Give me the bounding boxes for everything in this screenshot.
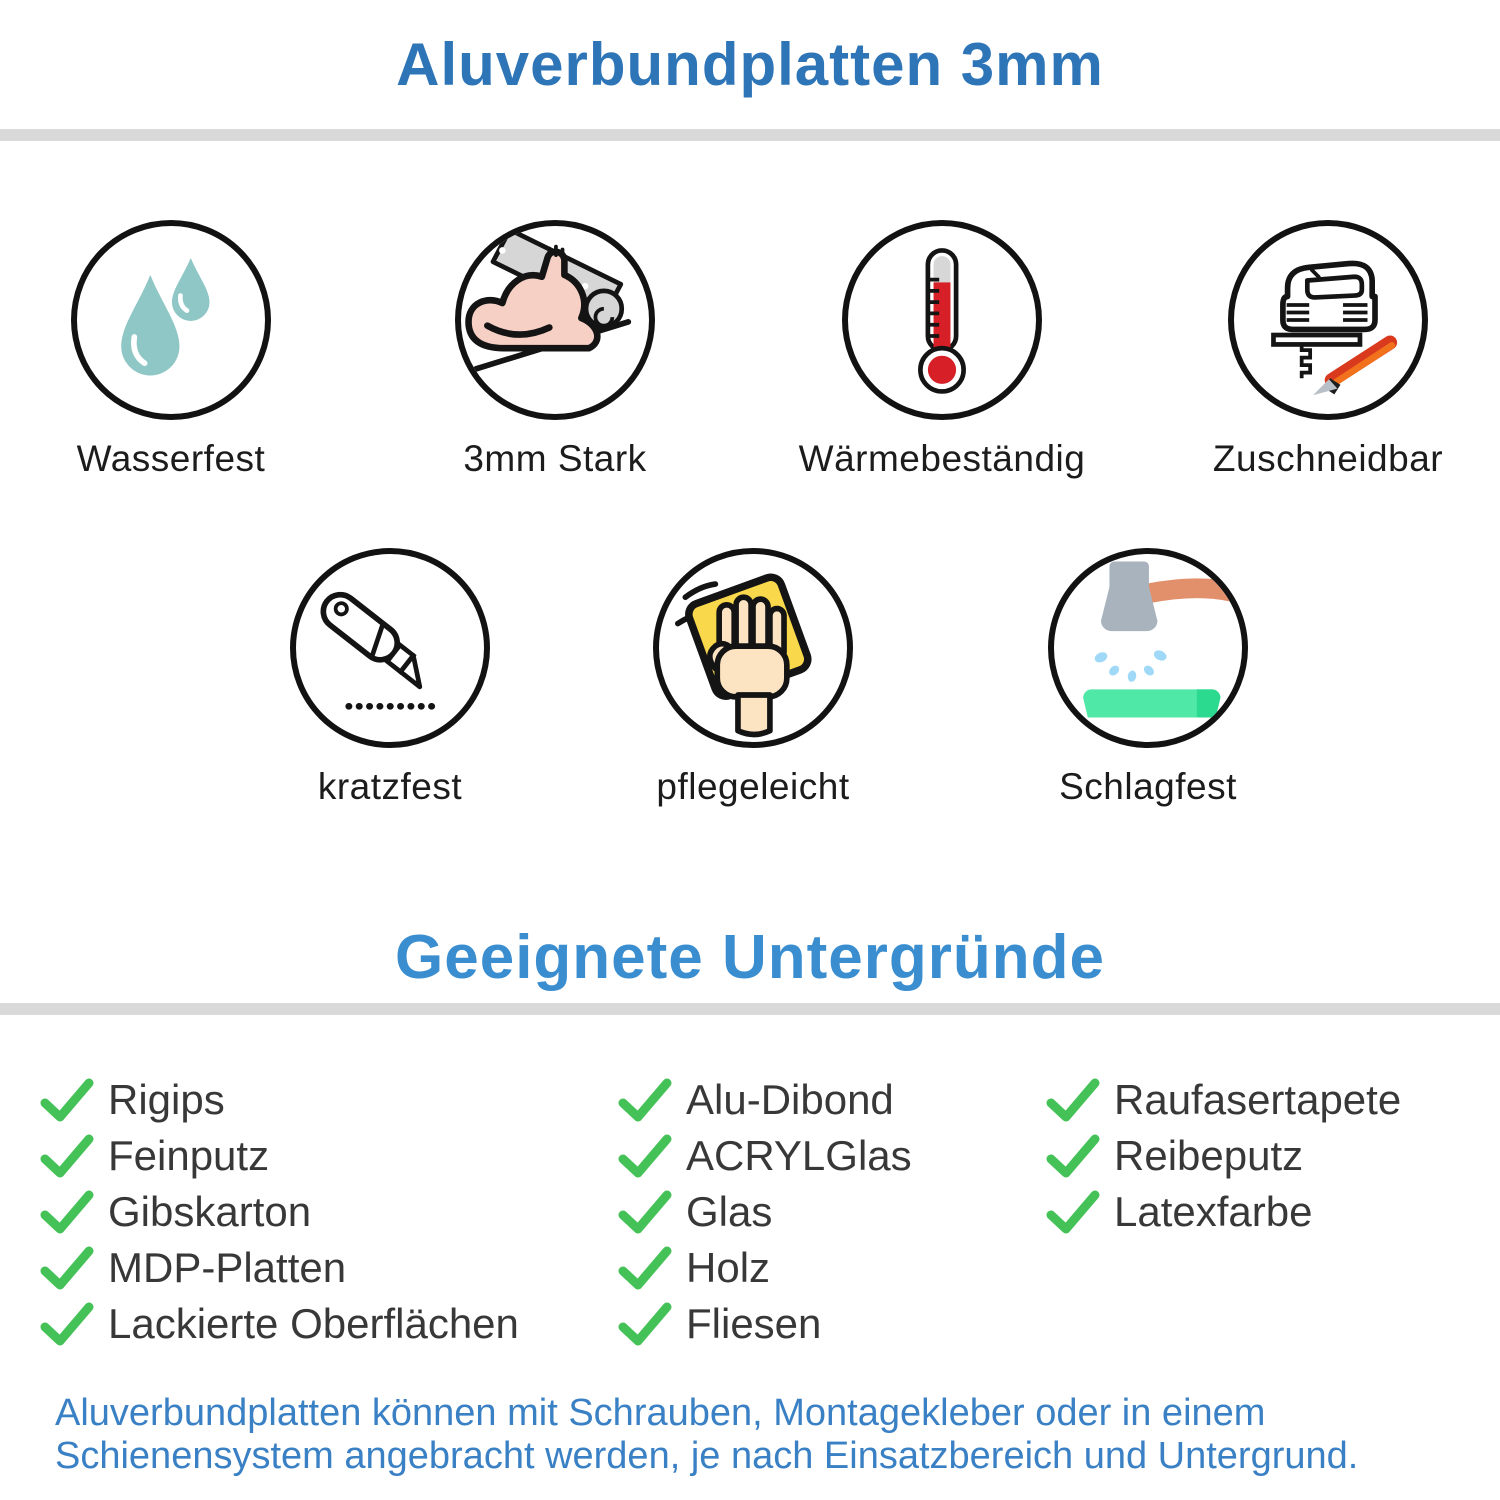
top-divider [0, 129, 1500, 141]
check-icon [618, 1078, 672, 1122]
substrate-label: Fliesen [686, 1300, 822, 1347]
feature-label: Zuschneidbar [1212, 438, 1444, 479]
footer-line-2: Schienensystem angebracht werden, je nac… [55, 1435, 1359, 1477]
section-title: Geeignete Untergründe [395, 923, 1105, 992]
substrate-item: Lackierte Oberflächen [40, 1296, 519, 1352]
feature-label: Wärmebeständig [798, 438, 1086, 479]
substrate-label: Alu-Dibond [686, 1076, 894, 1123]
substrate-column-3: Raufasertapete Reibeputz Latexfarbe [1046, 1072, 1401, 1240]
feature-3mm-stark: 3mm Stark [445, 220, 665, 480]
substrate-label: Rigips [108, 1076, 225, 1123]
substrate-item: Gibskarton [40, 1184, 519, 1240]
thermometer-icon [842, 220, 1042, 420]
substrate-item: MDP-Platten [40, 1240, 519, 1296]
substrate-label: Gibskarton [108, 1188, 312, 1235]
substrate-column-1: Rigips Feinputz Gibskarton MDP-Platten L… [40, 1072, 519, 1352]
feature-zuschneidbar: Zuschneidbar [1213, 220, 1443, 480]
wiping-hand-icon [653, 548, 853, 748]
substrate-label: Holz [686, 1244, 771, 1291]
substrate-item: Glas [618, 1184, 912, 1240]
feature-label: Wasserfest [76, 438, 266, 479]
substrate-item: Fliesen [618, 1296, 912, 1352]
section-divider [0, 1003, 1500, 1015]
feature-label: 3mm Stark [463, 438, 647, 479]
check-icon [1046, 1190, 1100, 1234]
substrate-label: Feinputz [108, 1132, 270, 1179]
feature-label: Schlagfest [1059, 766, 1237, 807]
substrate-item: Reibeputz [1046, 1128, 1401, 1184]
feature-label: pflegeleicht [656, 766, 850, 807]
check-icon [618, 1246, 672, 1290]
page-title: Aluverbundplatten 3mm [396, 31, 1104, 98]
hammer-icon [1048, 548, 1248, 748]
footer-line-1: Aluverbundplatten können mit Schrauben, … [55, 1392, 1266, 1434]
check-icon [40, 1246, 94, 1290]
check-icon [618, 1190, 672, 1234]
muscle-arm-icon [455, 220, 655, 420]
substrate-item: Holz [618, 1240, 912, 1296]
check-icon [1046, 1078, 1100, 1122]
feature-wasserfest: Wasserfest [61, 220, 281, 480]
feature-waermebestaendig: Wärmebeständig [799, 220, 1085, 480]
jigsaw-icon [1228, 220, 1428, 420]
substrate-label: MDP-Platten [108, 1244, 347, 1291]
substrate-item: Alu-Dibond [618, 1072, 912, 1128]
substrate-item: Raufasertapete [1046, 1072, 1401, 1128]
check-icon [40, 1190, 94, 1234]
substrate-label: Glas [686, 1188, 773, 1235]
check-icon [1046, 1134, 1100, 1178]
feature-label: kratzfest [317, 766, 463, 807]
check-icon [40, 1302, 94, 1346]
substrate-label: Reibeputz [1114, 1132, 1304, 1179]
substrate-item: Feinputz [40, 1128, 519, 1184]
feature-pflegeleicht: pflegeleicht [643, 548, 863, 808]
feature-kratzfest: kratzfest [280, 548, 500, 808]
substrate-column-2: Alu-Dibond ACRYLGlas Glas Holz Fliesen [618, 1072, 912, 1352]
substrate-label: ACRYLGlas [686, 1132, 912, 1179]
footer-note: Aluverbundplatten können mit Schrauben, … [55, 1392, 1358, 1478]
check-icon [618, 1134, 672, 1178]
feature-schlagfest: Schlagfest [1038, 548, 1258, 808]
substrate-label: Raufasertapete [1114, 1076, 1402, 1123]
substrate-item: Rigips [40, 1072, 519, 1128]
substrate-item: Latexfarbe [1046, 1184, 1401, 1240]
water-drops-icon [71, 220, 271, 420]
check-icon [40, 1134, 94, 1178]
check-icon [618, 1302, 672, 1346]
substrate-label: Lackierte Oberflächen [108, 1300, 519, 1347]
substrate-label: Latexfarbe [1114, 1188, 1313, 1235]
utility-knife-icon [290, 548, 490, 748]
check-icon [40, 1078, 94, 1122]
substrate-item: ACRYLGlas [618, 1128, 912, 1184]
